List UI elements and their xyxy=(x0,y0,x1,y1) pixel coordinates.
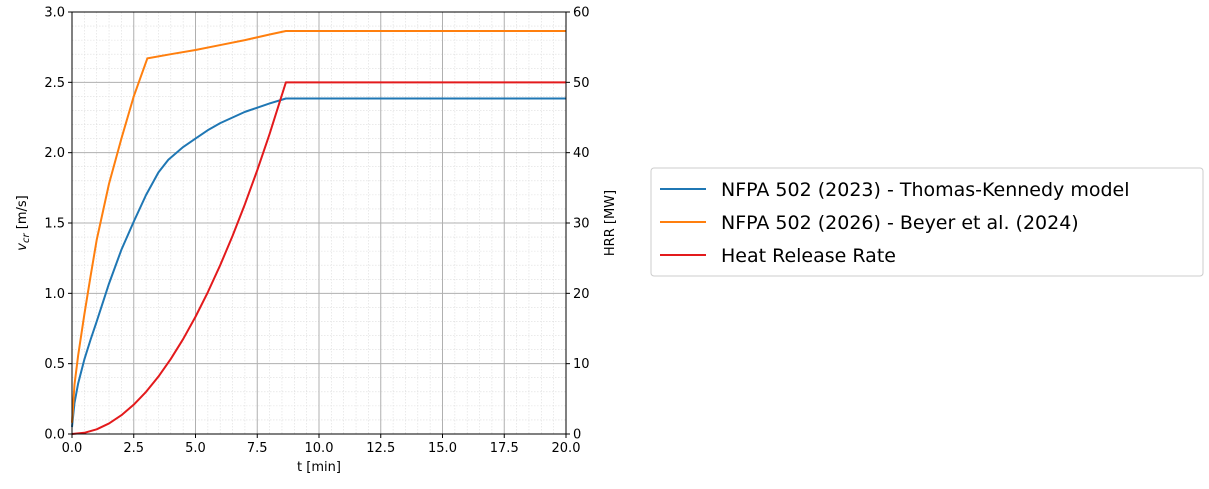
legend-label-1: NFPA 502 (2023) - Thomas-Kennedy model xyxy=(721,179,1130,201)
x-tick-label: 0.0 xyxy=(62,441,83,456)
series-line-3 xyxy=(71,81,566,435)
y-right-tick-label: 0 xyxy=(573,428,581,443)
x-tick-label: 15.0 xyxy=(428,441,457,456)
legend-label-3: Heat Release Rate xyxy=(721,245,896,267)
x-tick-label: 20.0 xyxy=(552,441,581,456)
y-left-tick-label: 0.0 xyxy=(44,428,65,443)
y-left-label-main: v xyxy=(15,243,30,251)
y-right-tick-label: 30 xyxy=(573,217,590,232)
y-left-tick-label: 0.5 xyxy=(44,357,65,372)
series-line-2 xyxy=(71,29,566,423)
legend-items: NFPA 502 (2023) - Thomas-Kennedy model NF… xyxy=(660,179,1130,267)
y-left-label-unit: [m/s] xyxy=(15,195,30,233)
legend: NFPA 502 (2023) - Thomas-Kennedy model NF… xyxy=(650,167,1204,277)
y-right-tick-label: 40 xyxy=(573,146,590,161)
y-right-tick-label: 60 xyxy=(573,6,590,21)
x-tick-label: 12.5 xyxy=(366,441,395,456)
series-line-1 xyxy=(71,97,566,428)
x-tick-label: 7.5 xyxy=(247,441,268,456)
y-left-tick-label: 3.0 xyxy=(44,6,65,21)
ticks-layer: 0.0 2.5 5.0 7.5 10.0 12.5 15.0 17.5 20.0 0.0 0.5 1.… xyxy=(44,6,589,457)
y-right-tick-label: 50 xyxy=(573,76,590,91)
x-tick-label: 5.0 xyxy=(185,441,206,456)
series-layer xyxy=(71,29,566,435)
y-left-tick-label: 2.5 xyxy=(44,76,65,91)
y-left-tick-label: 2.0 xyxy=(44,146,65,161)
x-axis-label: t [min] xyxy=(297,460,341,475)
y-right-tick-label: 20 xyxy=(573,287,590,302)
x-tick-label: 10.0 xyxy=(305,441,334,456)
legend-label-2: NFPA 502 (2026) - Beyer et al. (2024) xyxy=(721,212,1079,234)
y-right-tick-label: 10 xyxy=(573,357,590,372)
legend-box xyxy=(650,167,1204,277)
x-tick-label: 17.5 xyxy=(490,441,519,456)
y-right-axis-label: HRR [MW] xyxy=(603,190,618,256)
x-tick-label: 2.5 xyxy=(123,441,144,456)
y-left-tick-label: 1.5 xyxy=(44,217,65,232)
y-left-tick-label: 1.0 xyxy=(44,287,65,302)
y-left-label-sub: cr xyxy=(21,233,32,243)
y-left-axis-label: vcr [m/s] xyxy=(15,195,32,250)
